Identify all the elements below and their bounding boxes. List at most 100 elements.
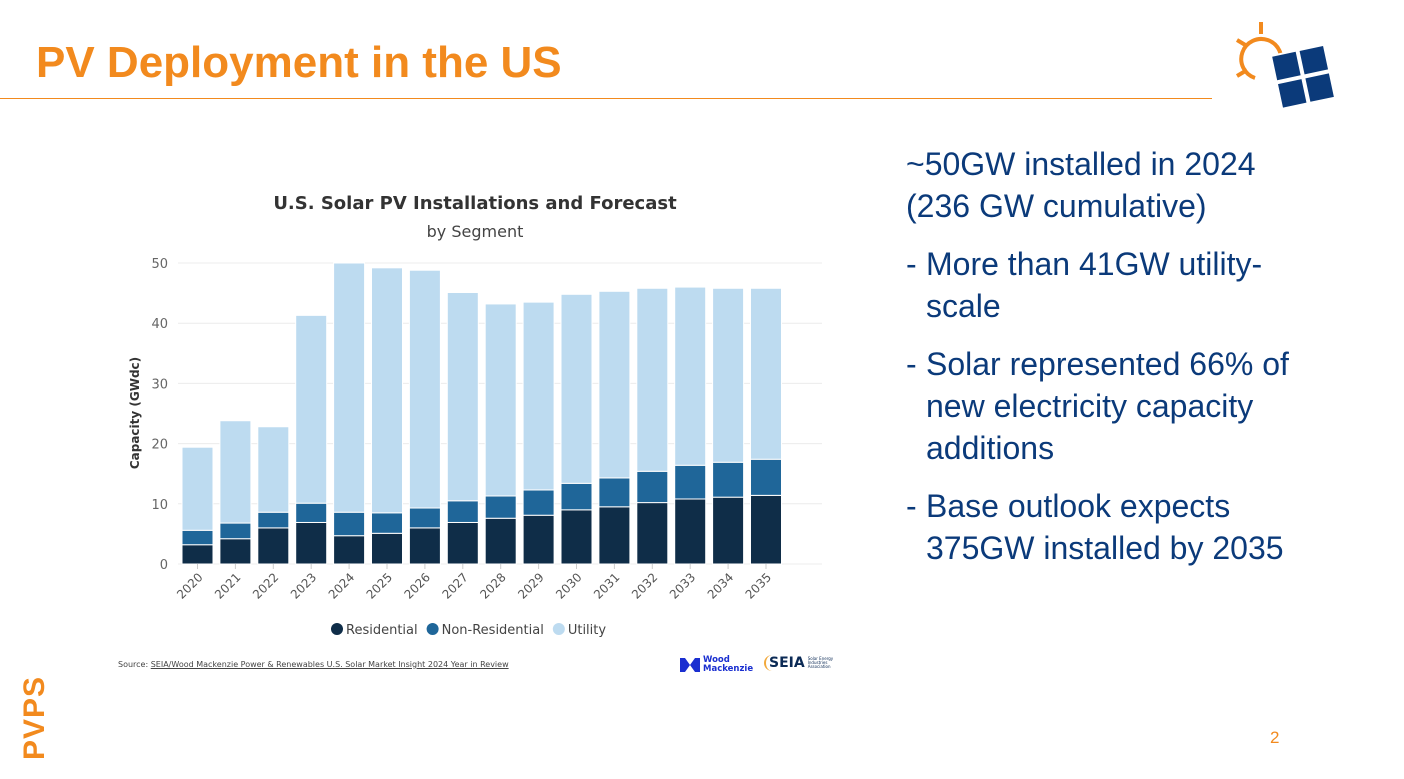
source-prefix: Source: <box>118 660 151 669</box>
page-number: 2 <box>1270 728 1280 747</box>
bar-utility-2033 <box>674 286 707 466</box>
bar-residential-2027 <box>446 521 479 565</box>
bar-utility-2032 <box>636 287 669 472</box>
bar-non-residential-2020 <box>181 529 214 546</box>
seia-logo: SEIA Solar Energy Industries Association <box>764 655 834 671</box>
bar-utility-2028 <box>484 303 517 497</box>
bar-residential-2021 <box>219 538 252 565</box>
x-tick-label: 2028 <box>477 570 508 601</box>
bar-utility-2030 <box>560 293 593 484</box>
bar-utility-2034 <box>712 287 745 463</box>
lead-line-1: ~50GW installed in 2024 <box>906 146 1256 182</box>
bar-utility-2027 <box>446 291 479 502</box>
wood-mackenzie-logo: Wood Mackenzie <box>680 656 753 674</box>
y-tick-label: 10 <box>151 498 168 513</box>
logo-text: Mackenzie <box>703 664 754 674</box>
legend-label: Utility <box>568 623 607 638</box>
bar-residential-2024 <box>333 535 366 565</box>
bullet-dash: - <box>906 246 917 282</box>
bar-residential-2035 <box>750 494 782 565</box>
bullet-item: - Solar represented 66% of new electricit… <box>906 343 1336 469</box>
bar-non-residential-2025 <box>371 512 403 534</box>
lead-statement: ~50GW installed in 2024 (236 GW cumulati… <box>906 143 1336 227</box>
bar-utility-2035 <box>750 287 782 460</box>
x-tick-label: 2032 <box>629 570 660 601</box>
bar-utility-2029 <box>522 301 555 491</box>
bullet-list: ~50GW installed in 2024 (236 GW cumulati… <box>906 143 1336 585</box>
bar-residential-2031 <box>598 506 631 565</box>
bullet-text: Base outlook expects 375GW installed by … <box>926 488 1284 566</box>
solar-installations-chart: U.S. Solar PV Installations and Forecast… <box>128 193 822 638</box>
bar-residential-2030 <box>560 509 593 565</box>
bar-utility-2026 <box>408 269 441 509</box>
bar-utility-2022 <box>257 426 290 513</box>
wood-mackenzie-mark-icon <box>680 658 700 672</box>
seia-logo-subtext: Solar Energy Industries Association <box>807 656 834 669</box>
bar-non-residential-2031 <box>598 477 631 508</box>
bar-residential-2029 <box>522 514 555 565</box>
bullet-item: - More than 41GW utility-scale <box>906 243 1336 327</box>
x-tick-label: 2021 <box>212 570 243 601</box>
chart-subtitle: by Segment <box>427 222 524 241</box>
bullet-dash: - <box>906 346 917 382</box>
bar-non-residential-2026 <box>408 507 441 529</box>
x-tick-label: 2034 <box>705 570 736 601</box>
legend-marker <box>331 623 343 635</box>
y-tick-label: 20 <box>151 438 168 453</box>
bar-residential-2034 <box>712 496 745 565</box>
x-tick-label: 2035 <box>743 570 774 601</box>
title-divider <box>0 98 1212 99</box>
bar-non-residential-2033 <box>674 464 707 500</box>
y-tick-label: 40 <box>151 317 168 332</box>
legend-label: Non-Residential <box>442 623 544 638</box>
bullet-text: More than 41GW utility-scale <box>926 246 1263 324</box>
legend-label: Residential <box>346 623 418 638</box>
lead-line-2: (236 GW cumulative) <box>906 188 1207 224</box>
bar-residential-2028 <box>484 517 517 565</box>
bar-non-residential-2034 <box>712 461 745 498</box>
x-tick-label: 2026 <box>402 570 433 601</box>
bar-residential-2025 <box>371 532 403 565</box>
bar-non-residential-2029 <box>522 489 555 516</box>
bar-non-residential-2021 <box>219 522 252 540</box>
bar-residential-2033 <box>674 498 707 565</box>
bar-utility-2025 <box>371 267 403 514</box>
y-tick-label: 50 <box>151 257 168 272</box>
bar-utility-2021 <box>219 420 252 524</box>
seia-logo-text: SEIA <box>764 655 805 671</box>
bar-non-residential-2024 <box>333 511 366 537</box>
bar-non-residential-2032 <box>636 470 669 504</box>
legend-marker <box>426 623 439 635</box>
x-tick-label: 2029 <box>515 570 546 601</box>
slide-title: PV Deployment in the US <box>36 38 562 87</box>
bar-non-residential-2027 <box>446 500 479 523</box>
x-tick-label: 2022 <box>250 570 281 601</box>
x-tick-label: 2025 <box>364 570 395 601</box>
x-tick-label: 2027 <box>439 570 470 601</box>
bar-residential-2020 <box>181 544 214 565</box>
y-tick-label: 0 <box>160 558 168 573</box>
y-axis-label: Capacity (GWdc) <box>128 357 142 469</box>
x-tick-label: 2023 <box>288 570 319 601</box>
bar-utility-2031 <box>598 290 631 479</box>
legend-marker <box>552 623 565 635</box>
x-tick-label: 2031 <box>591 570 622 601</box>
bullet-dash: - <box>906 488 917 524</box>
bar-residential-2032 <box>636 502 669 565</box>
bar-utility-2020 <box>181 446 214 531</box>
chart-title: U.S. Solar PV Installations and Forecast <box>273 193 677 214</box>
bar-residential-2026 <box>408 527 441 565</box>
bullet-text: Solar represented 66% of new electricity… <box>926 346 1289 466</box>
pvps-sun-panel-logo <box>1235 22 1337 111</box>
logo-text: Wood <box>703 655 730 665</box>
bar-residential-2022 <box>257 527 290 565</box>
source-note: Source: SEIA/Wood Mackenzie Power & Rene… <box>118 660 509 669</box>
y-tick-label: 30 <box>151 377 168 392</box>
bar-non-residential-2035 <box>750 458 782 496</box>
x-tick-label: 2030 <box>553 570 584 601</box>
x-tick-label: 2024 <box>326 570 357 601</box>
pvps-side-label: PVPS <box>18 675 51 760</box>
source-link[interactable]: SEIA/Wood Mackenzie Power & Renewables U… <box>150 660 509 669</box>
bar-non-residential-2023 <box>295 502 328 523</box>
x-tick-label: 2033 <box>667 570 698 601</box>
